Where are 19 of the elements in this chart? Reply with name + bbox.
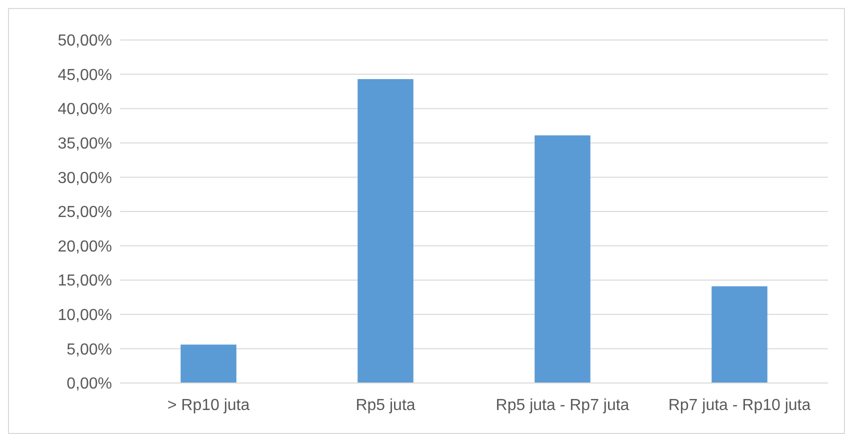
x-tick-label: > Rp10 juta xyxy=(167,397,250,414)
y-tick-label: 30,00% xyxy=(58,170,112,187)
x-tick-label: Rp7 juta - Rp10 juta xyxy=(668,397,811,414)
bar xyxy=(180,344,236,383)
y-tick-label: 10,00% xyxy=(58,307,112,324)
y-tick-label: 20,00% xyxy=(58,238,112,256)
y-tick-label: 0,00% xyxy=(66,376,112,393)
y-tick-label: 15,00% xyxy=(58,272,112,290)
x-tick-label: Rp5 juta - Rp7 juta xyxy=(496,397,630,414)
bar xyxy=(534,135,590,383)
bar xyxy=(358,79,414,383)
x-tick-label: Rp5 juta xyxy=(356,397,416,414)
y-tick-label: 45,00% xyxy=(58,66,112,84)
y-tick-label: 40,00% xyxy=(58,101,112,118)
y-tick-label: 50,00% xyxy=(58,32,112,50)
y-tick-label: 25,00% xyxy=(58,204,112,222)
y-tick-label: 5,00% xyxy=(66,341,112,358)
bar xyxy=(712,286,768,383)
y-tick-label: 35,00% xyxy=(58,136,112,152)
